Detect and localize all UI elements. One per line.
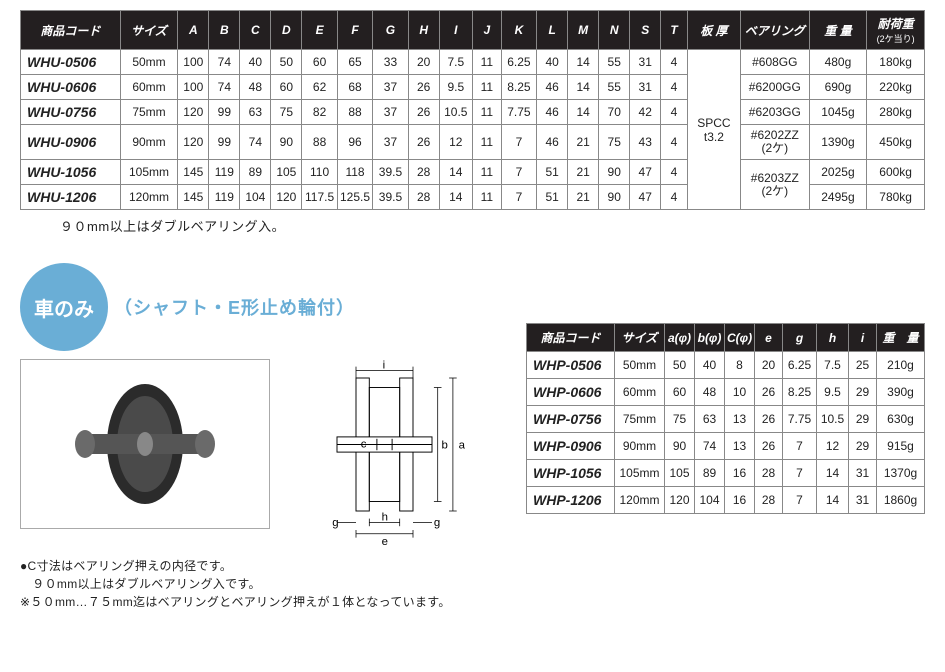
th-code: 商品コード — [21, 11, 121, 50]
note-50-75: ※５０mm…７５mm迄はベアリングとベアリング押えが１体となっています。 — [20, 593, 526, 610]
table-row: WHU-050650mm100744050606533207.5116.2540… — [21, 50, 925, 75]
th-m: M — [568, 11, 599, 50]
th-t: T — [661, 11, 688, 50]
dim-e: e — [382, 537, 388, 549]
th-size: サイズ — [120, 11, 178, 50]
th-s: S — [630, 11, 661, 50]
dim-g-l: g — [332, 518, 338, 530]
table-row: WHU-060660mm100744860626837269.5118.2546… — [21, 75, 925, 100]
table-row: WHU-075675mm1209963758288372610.5117.754… — [21, 100, 925, 125]
table-row: WHP-050650mm50408206.257.525210g — [527, 352, 925, 379]
th-plate: 板 厚 — [687, 11, 740, 50]
wheel-photo-illustration — [25, 364, 265, 524]
table2-header-row: 商品コード サイズ a(φ) b(φ) C(φ) e g h i 重 量 — [527, 324, 925, 352]
note-c: ●C寸法はベアリング押えの内径です。 — [20, 557, 526, 574]
th-b: B — [209, 11, 240, 50]
th2-weight: 重 量 — [877, 324, 925, 352]
th2-i: i — [849, 324, 877, 352]
th2-e: e — [755, 324, 783, 352]
dim-c: c — [361, 439, 367, 451]
note-90: ９０mm以上はダブルベアリング入です。 — [20, 575, 526, 592]
th-a: A — [178, 11, 209, 50]
th-n: N — [599, 11, 630, 50]
table-row: WHU-090690mm1209974908896372612117462175… — [21, 125, 925, 160]
table-row: WHU-1056105mm1451198910511011839.5281411… — [21, 160, 925, 185]
th-j: J — [472, 11, 501, 50]
th-k: K — [501, 11, 536, 50]
th2-size: サイズ — [615, 324, 665, 352]
th-l: L — [537, 11, 568, 50]
dim-g-r: g — [434, 518, 440, 530]
note-double-bearing: ９０mm以上はダブルベアリング入。 — [60, 216, 925, 235]
th2-g: g — [783, 324, 817, 352]
th-c: C — [240, 11, 271, 50]
table-row: WHP-1056105mm105891628714311370g — [527, 460, 925, 487]
table-row: WHP-075675mm756313267.7510.529630g — [527, 406, 925, 433]
dimension-diagram: i a b c e h g g — [284, 359, 504, 549]
th2-a: a(φ) — [665, 324, 695, 352]
th-i: I — [439, 11, 472, 50]
table-row: WHP-1206120mm1201041628714311860g — [527, 487, 925, 514]
th-load: 耐荷重(2ケ当り) — [867, 11, 925, 50]
spec-table-1: 商品コード サイズ A B C D E F G H I J K L M N S … — [20, 10, 925, 210]
wheel-only-badge: 車のみ — [20, 263, 108, 351]
th-weight: 重 量 — [809, 11, 867, 50]
table-row: WHP-060660mm604810268.259.529390g — [527, 379, 925, 406]
th2-b: b(φ) — [695, 324, 725, 352]
plate-thickness-cell: SPCC t3.2 — [687, 50, 740, 210]
th-e: E — [302, 11, 337, 50]
table-row: WHP-090690mm9074132671229915g — [527, 433, 925, 460]
dim-i: i — [383, 360, 386, 372]
small-notes: ●C寸法はベアリング押えの内径です。 ９０mm以上はダブルベアリング入です。 ※… — [20, 557, 526, 610]
th2-c: C(φ) — [725, 324, 755, 352]
dim-b: b — [442, 440, 448, 452]
th-d: D — [271, 11, 302, 50]
th-bearing: ベアリング — [740, 11, 809, 50]
th-h: H — [408, 11, 439, 50]
th-g: G — [373, 11, 408, 50]
th2-code: 商品コード — [527, 324, 615, 352]
shaft-ering-label: （シャフト・E形止め輪付） — [114, 294, 355, 320]
table1-header-row: 商品コード サイズ A B C D E F G H I J K L M N S … — [21, 11, 925, 50]
dim-h: h — [382, 512, 388, 524]
dim-a: a — [459, 440, 466, 452]
product-photo — [20, 359, 270, 529]
spec-table-2: 商品コード サイズ a(φ) b(φ) C(φ) e g h i 重 量 WHP… — [526, 323, 925, 514]
th-f: F — [337, 11, 372, 50]
th2-h: h — [817, 324, 849, 352]
